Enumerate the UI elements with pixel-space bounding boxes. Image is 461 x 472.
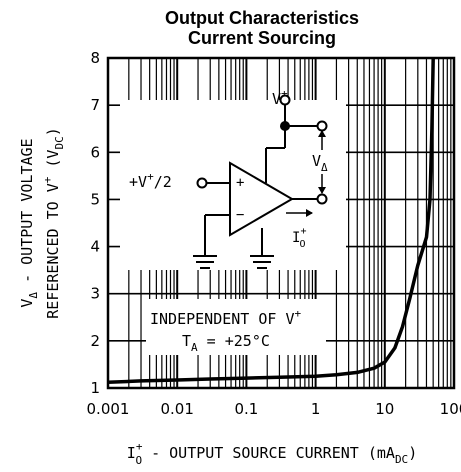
y-tick-label: 6 — [90, 143, 100, 161]
x-axis-label: I+ O - OUTPUT SOURCE CURRENT (mADC) — [127, 440, 417, 467]
x-tick-label: 0.01 — [160, 400, 193, 418]
y-tick-label: 3 — [90, 285, 100, 303]
chart-subtitle: Current Sourcing — [188, 28, 336, 48]
schematic-io-label: I+ O — [292, 226, 306, 250]
y-tick-label: 5 — [90, 190, 100, 208]
y-tick-label: 1 — [90, 379, 100, 397]
x-tick-label: 1 — [311, 400, 321, 418]
schematic-vdelta-label: VΔ — [312, 152, 328, 174]
annotation-line2: TA = +25°C — [182, 332, 270, 354]
opamp-triangle — [229, 161, 294, 237]
annotation-line1: INDEPENDENT OF V+ — [150, 307, 302, 328]
y-axis-label-line2: REFERENCED TO V+ (VDC) — [41, 127, 66, 318]
annotation-box — [146, 299, 326, 355]
schematic-input-label: +V+/2 — [129, 170, 172, 191]
ground-symbol-right — [250, 255, 274, 269]
opamp-schematic: V+ VΔ + − I+ O +V+/2 — [120, 87, 346, 270]
y-tick-labels: 1 2 3 4 5 6 7 8 — [90, 49, 100, 397]
x-tick-labels: 0.001 0.01 0.1 1 10 100 — [87, 400, 461, 418]
schematic-vplus-label: V+ — [272, 87, 288, 108]
series-line — [107, 57, 435, 385]
x-tick-label: 10 — [375, 400, 394, 418]
series-group — [107, 57, 435, 385]
schematic-vplus-terminal — [279, 94, 291, 106]
y-tick-label: 2 — [90, 332, 100, 350]
opamp-plus-sign: + — [236, 175, 244, 191]
x-tick-label: 0.1 — [234, 400, 258, 418]
opamp-minus-sign: − — [236, 207, 244, 223]
schematic-vdelta-top-terminal — [316, 120, 328, 132]
ground-symbol-left — [193, 255, 217, 269]
schematic-input-terminal — [196, 177, 208, 189]
schematic-output-terminal — [316, 193, 328, 205]
plot-frame — [106, 56, 456, 390]
x-tick-label: 100 — [440, 400, 461, 418]
chart-title: Output Characteristics — [165, 8, 359, 28]
y-tick-label: 8 — [90, 49, 100, 67]
y-tick-label: 4 — [90, 238, 100, 256]
y-tick-label: 7 — [90, 96, 100, 114]
y-axis-label-line1: VΔ - OUTPUT VOLTAGE — [18, 138, 40, 307]
x-tick-label: 0.001 — [87, 400, 130, 418]
